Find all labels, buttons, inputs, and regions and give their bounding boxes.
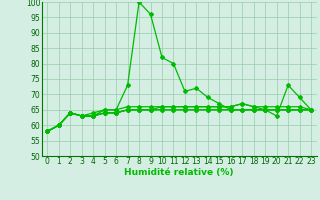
X-axis label: Humidité relative (%): Humidité relative (%)	[124, 168, 234, 177]
